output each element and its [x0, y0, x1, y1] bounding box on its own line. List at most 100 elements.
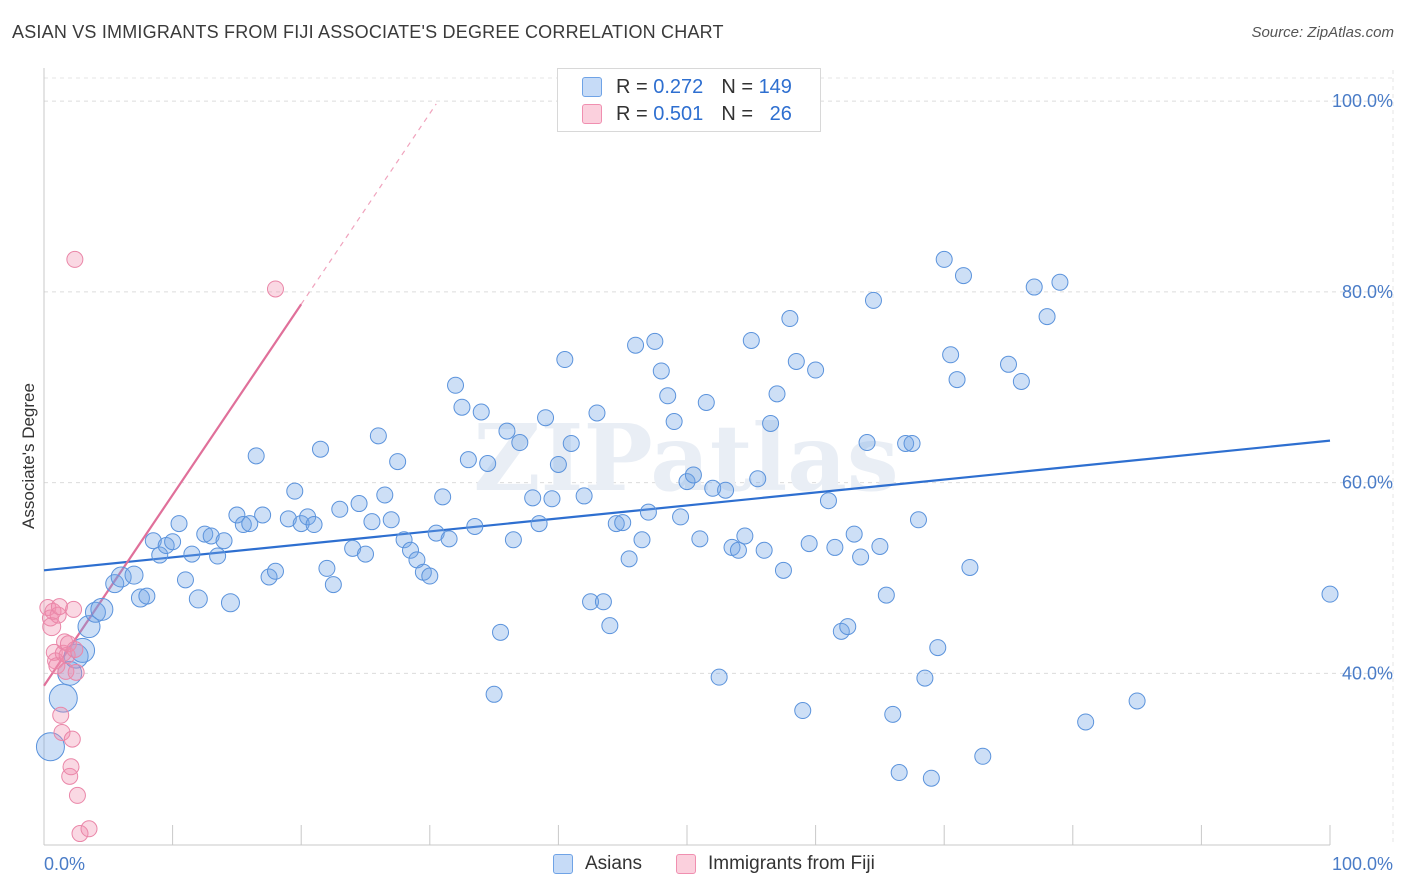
asian-point — [369, 427, 387, 445]
asian-point — [897, 434, 915, 452]
fiji-point — [50, 598, 68, 616]
asian-point — [633, 531, 651, 549]
y-axis-title: Associate's Degree — [19, 383, 38, 529]
asian-point — [234, 516, 252, 534]
fiji-swatch — [676, 854, 696, 874]
asian-point — [170, 515, 188, 533]
asian-point — [800, 535, 818, 553]
asian-point — [903, 434, 921, 452]
asian-point — [556, 351, 574, 369]
asian-point — [974, 747, 992, 765]
fiji-point — [71, 825, 89, 843]
fiji-point — [42, 617, 62, 637]
asian-point — [164, 533, 182, 551]
asian-point — [774, 561, 792, 579]
asian-point — [652, 362, 670, 380]
asian-point — [819, 492, 837, 510]
asian-point — [601, 617, 619, 635]
asian-points — [35, 250, 1339, 787]
trend-lines — [43, 103, 1331, 687]
x-tick-label: 0.0% — [44, 854, 85, 874]
asian-point — [434, 488, 452, 506]
r-value: 0.501 — [653, 102, 704, 125]
asian-point — [922, 769, 940, 787]
asian-point — [684, 466, 702, 484]
asian-point — [77, 615, 101, 639]
asian-point — [942, 346, 960, 364]
asian-point — [678, 473, 696, 491]
asian-point — [614, 514, 632, 532]
y-tick-label: 80.0% — [1342, 282, 1393, 302]
asian-point — [485, 685, 503, 703]
asian-point — [659, 387, 677, 405]
asian-point — [704, 479, 722, 497]
fiji-point — [65, 600, 83, 618]
n-value: 26 — [769, 102, 792, 125]
y-tick-label: 60.0% — [1342, 473, 1393, 493]
asian-point — [929, 639, 947, 657]
asian-point — [543, 490, 561, 508]
asian-point — [1051, 273, 1069, 291]
r-label: R = — [616, 75, 648, 98]
asian-point — [530, 515, 548, 533]
watermark-text: ZIPatlas — [473, 404, 898, 512]
asian-point — [781, 310, 799, 328]
asian-point — [537, 409, 555, 427]
asian-point — [402, 541, 420, 559]
fiji-point — [63, 730, 81, 748]
tick-labels: 40.0% 60.0% 80.0% 100.0% 0.0% 100.0% — [44, 91, 1393, 874]
asians-swatch — [553, 854, 573, 874]
asian-point — [209, 547, 227, 565]
legend-item-fiji: Immigrants from Fiji — [676, 853, 875, 875]
asian-point — [794, 702, 812, 720]
asian-point — [755, 541, 773, 559]
asian-point — [1025, 278, 1043, 296]
asian-point — [241, 515, 259, 533]
asian-point — [909, 511, 927, 529]
asian-point — [524, 489, 542, 507]
asian-point — [575, 487, 593, 505]
asian-point — [472, 403, 490, 421]
asian-point — [447, 376, 465, 394]
asian-point — [954, 267, 972, 285]
asian-point — [260, 568, 278, 586]
asian-point — [697, 393, 715, 411]
chart-title: ASIAN VS IMMIGRANTS FROM FIJI ASSOCIATE'… — [12, 22, 724, 42]
asian-point — [350, 495, 368, 513]
fiji-point — [66, 250, 84, 268]
r-label: R = — [616, 102, 648, 125]
asian-point — [858, 434, 876, 452]
asian-point — [787, 352, 805, 370]
fiji-point — [45, 643, 63, 661]
fiji-point — [68, 786, 86, 804]
asian-point — [890, 764, 908, 782]
correlation-legend: R = 0.272 N = 149 R = 0.501 N = 26 — [557, 68, 821, 132]
asian-point — [105, 574, 125, 594]
fiji-point — [80, 820, 98, 838]
fiji-point — [67, 663, 85, 681]
legend-row-fiji: R = 0.501 N = 26 — [582, 101, 792, 127]
asian-point — [382, 511, 400, 529]
fiji-point — [266, 280, 284, 298]
asian-point — [672, 508, 690, 526]
asian-point — [498, 422, 516, 440]
asian-point — [871, 537, 889, 555]
fiji-points — [39, 250, 284, 843]
asian-point — [292, 515, 310, 533]
fiji-point — [66, 640, 84, 658]
watermark: ZIPatlas — [473, 404, 898, 512]
asian-point — [220, 593, 240, 613]
asian-point — [305, 516, 323, 534]
asian-point — [665, 413, 683, 431]
fiji-swatch — [582, 104, 602, 124]
legend-row-asians: R = 0.272 N = 149 — [582, 74, 792, 100]
asian-point — [607, 515, 625, 533]
asian-point — [138, 587, 156, 605]
asian-point — [511, 434, 529, 452]
asian-point — [90, 597, 114, 621]
asian-point — [176, 571, 194, 589]
asian-point — [188, 589, 208, 609]
r-value: 0.272 — [653, 75, 704, 98]
asian-point — [935, 250, 953, 268]
n-label: N = — [721, 102, 753, 125]
